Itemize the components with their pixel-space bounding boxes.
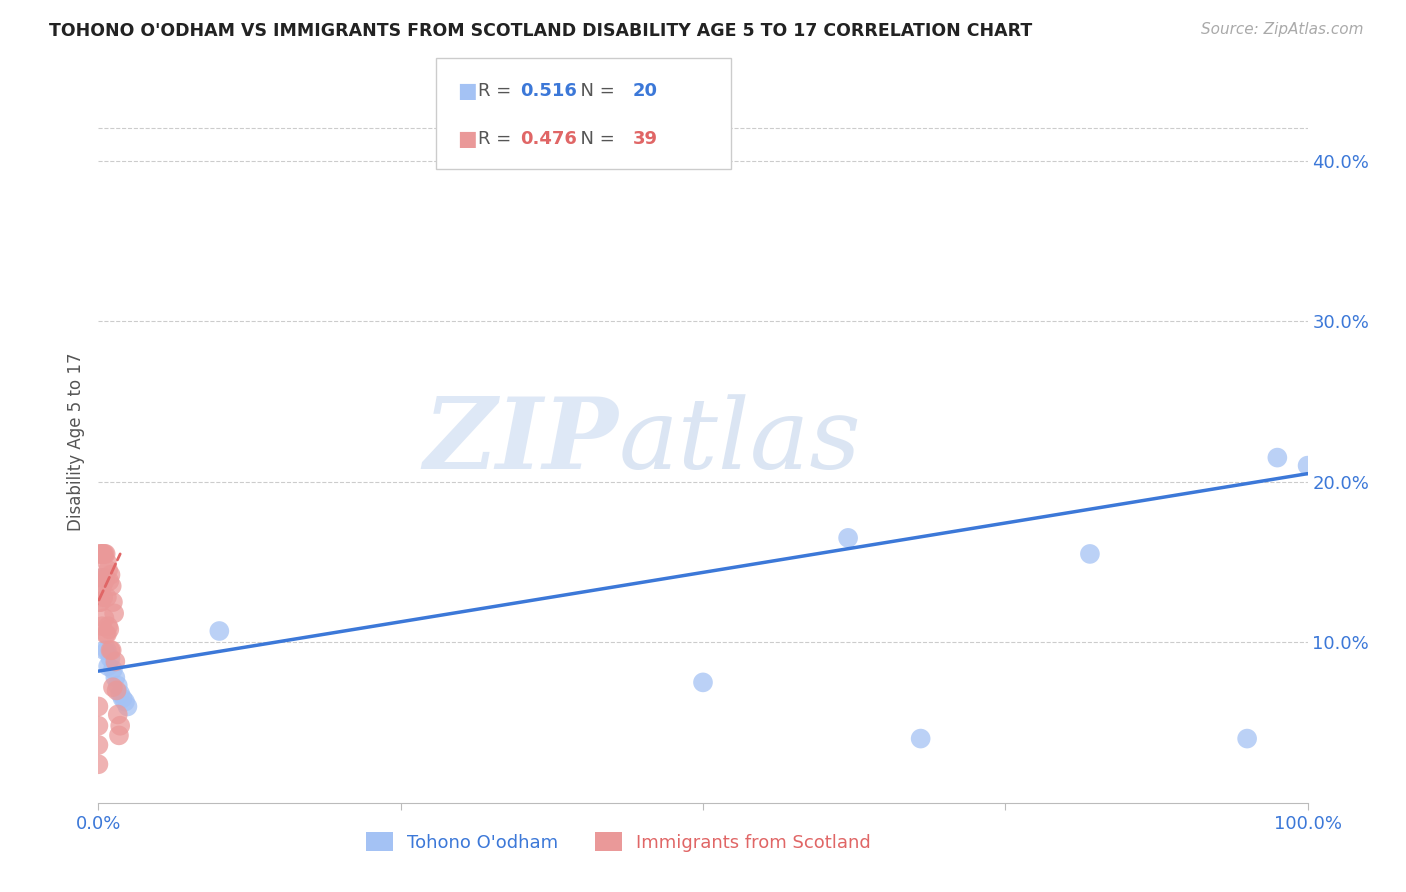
Text: 0.476: 0.476 [520,130,576,148]
Point [90,547,112,561]
Point [692,675,714,690]
Point [104,655,127,669]
Point [101,595,124,609]
Point [94,571,117,585]
Point [94,627,117,641]
Point [117,699,139,714]
Y-axis label: Disability Age 5 to 17: Disability Age 5 to 17 [66,352,84,531]
Point [107,679,129,693]
Point [89,547,111,561]
Point [87,738,110,752]
Point [98,623,121,637]
Text: ■: ■ [457,81,477,101]
Text: 0.516: 0.516 [520,82,576,100]
Point [101,680,124,694]
Legend: Tohono O'odham, Immigrants from Scotland: Tohono O'odham, Immigrants from Scotland [359,825,879,859]
Point [87,757,110,772]
Point [1267,450,1289,465]
Point [96,591,118,605]
Point [93,547,115,561]
Point [208,624,231,638]
Point [114,695,136,709]
Point [96,627,118,641]
Point [91,591,114,605]
Point [111,691,134,706]
Point [108,728,131,742]
Point [87,699,110,714]
Point [107,707,129,722]
Point [91,547,114,561]
Text: TOHONO O'ODHAM VS IMMIGRANTS FROM SCOTLAND DISABILITY AGE 5 TO 17 CORRELATION CH: TOHONO O'ODHAM VS IMMIGRANTS FROM SCOTLA… [49,22,1032,40]
Text: R =: R = [478,82,517,100]
Point [1236,731,1258,746]
Point [100,567,122,582]
Text: N =: N = [569,82,621,100]
Point [90,595,112,609]
Text: 20: 20 [633,82,658,100]
Point [94,547,117,561]
Point [100,579,122,593]
Point [97,659,120,673]
Point [101,663,124,677]
Point [1078,547,1101,561]
Point [96,643,118,657]
Point [96,555,118,569]
Text: 39: 39 [633,130,658,148]
Text: atlas: atlas [619,394,860,489]
Point [91,579,114,593]
Point [100,643,122,657]
Text: Source: ZipAtlas.com: Source: ZipAtlas.com [1201,22,1364,37]
Point [108,719,131,733]
Text: N =: N = [569,130,621,148]
Text: R =: R = [478,130,517,148]
Point [97,619,120,633]
Point [910,731,932,746]
Point [91,571,114,585]
Point [98,574,121,589]
Point [89,595,111,609]
Point [93,611,115,625]
Text: ZIP: ZIP [423,393,619,490]
Point [1296,458,1319,473]
Point [91,547,114,561]
Point [97,563,120,577]
Point [93,574,115,589]
Point [100,651,122,665]
Point [87,719,110,733]
Point [108,687,131,701]
Point [93,643,115,657]
Point [90,571,112,585]
Point [837,531,859,545]
Point [104,671,127,685]
Point [103,607,125,621]
Point [100,643,122,657]
Text: ■: ■ [457,129,477,149]
Point [91,619,114,633]
Point [105,683,128,698]
